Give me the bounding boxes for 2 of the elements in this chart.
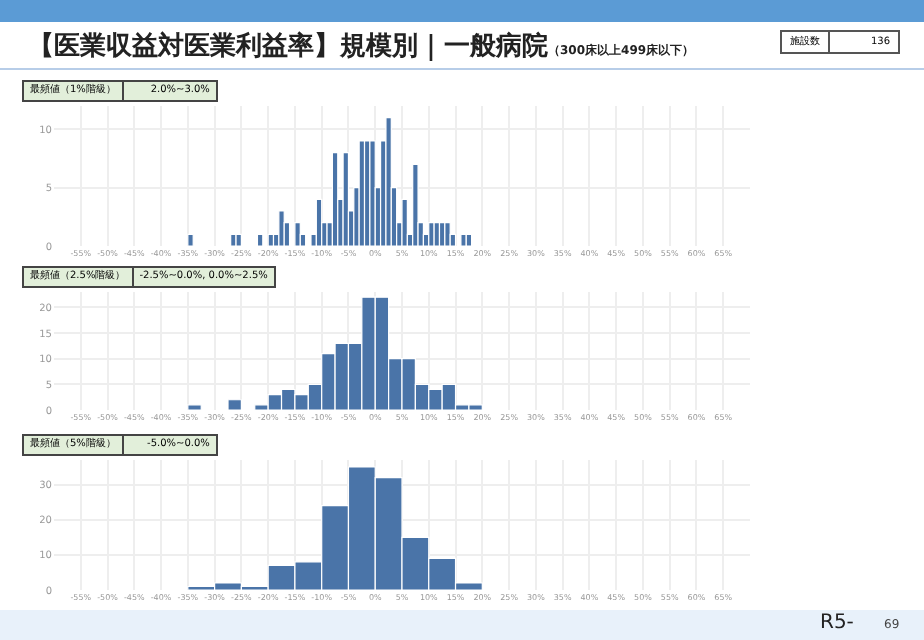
text: R5-: [820, 612, 854, 634]
chart-title: 【医業収益対医業利益率】規模別｜一般病院: [28, 32, 548, 62]
